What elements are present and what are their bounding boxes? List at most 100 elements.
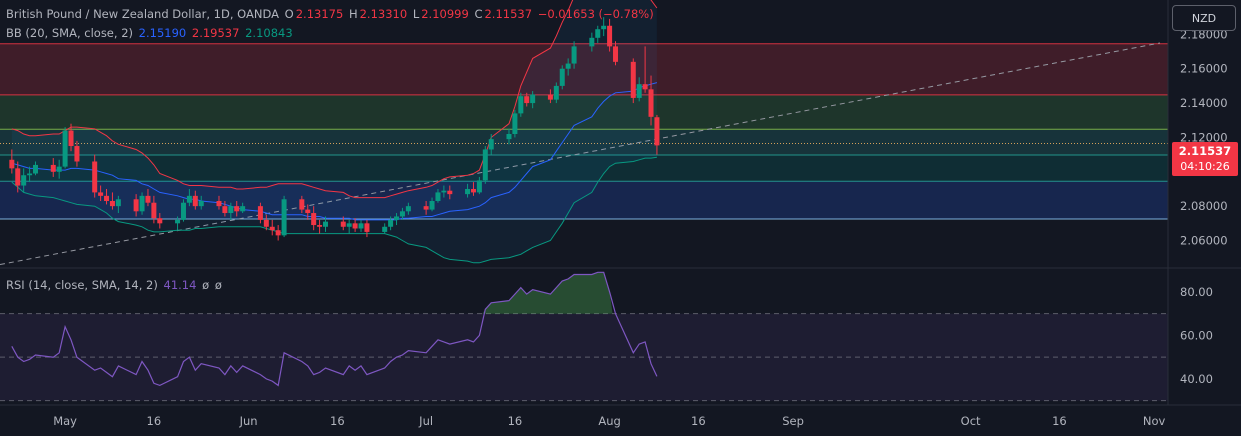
candle-body (565, 63, 571, 69)
candle (157, 213, 163, 229)
candle-body (405, 206, 411, 212)
candle (399, 207, 405, 220)
candle (234, 201, 240, 217)
candle (145, 188, 151, 207)
candle (15, 161, 21, 193)
time-tick-label: 16 (330, 414, 345, 428)
candle-body (216, 201, 222, 207)
candle (482, 146, 488, 184)
candle-body (15, 168, 21, 186)
candle-body (613, 46, 619, 62)
candle-body (68, 130, 74, 147)
candle (518, 92, 524, 117)
candle-body (506, 134, 512, 140)
candle-body (269, 226, 275, 231)
candle-body (482, 149, 488, 181)
candle-body (423, 206, 429, 210)
candle (68, 123, 74, 152)
candle (512, 109, 518, 138)
candle (524, 92, 530, 107)
price-tick-label: 2.16000 (1180, 62, 1228, 76)
rsi-value-3: ø (214, 278, 222, 292)
rsi-legend[interactable]: RSI (14, close, SMA, 14, 2) 41.14 ø ø (6, 278, 224, 292)
candle (506, 128, 512, 145)
bb-label: BB (20, SMA, close, 2) (6, 26, 133, 40)
candle (435, 188, 441, 203)
candle-body (275, 230, 281, 236)
candle-body (358, 223, 364, 229)
candle-body (33, 164, 39, 174)
candle-body (382, 226, 388, 232)
candle (470, 182, 476, 196)
candle (222, 201, 228, 217)
rsi-tick-label: 60.00 (1180, 328, 1213, 342)
rsi-tick-label: 80.00 (1180, 285, 1213, 299)
bb-legend[interactable]: BB (20, SMA, close, 2) 2.15190 2.19537 2… (6, 26, 295, 40)
candle-body (648, 89, 654, 117)
candle (62, 127, 68, 169)
candle (240, 202, 246, 214)
candle (630, 58, 636, 104)
candle-body (630, 61, 636, 98)
candle (595, 25, 601, 43)
rsi-overbought-fill (482, 272, 613, 314)
candle-body (192, 195, 198, 207)
candle (613, 41, 619, 66)
candle-body (470, 188, 476, 193)
time-tick-label: Oct (961, 414, 981, 428)
candle (589, 32, 595, 52)
open-label: O (284, 7, 294, 21)
candle (33, 161, 39, 176)
candle-body (524, 96, 530, 104)
candle-body (27, 173, 33, 176)
bb-basis-line (11, 82, 658, 221)
zone-0 (0, 43, 1168, 95)
candle (257, 202, 263, 224)
candle (216, 195, 222, 210)
candle-body (92, 161, 98, 193)
candle-body (133, 199, 139, 212)
candle (98, 185, 104, 201)
candle-body (364, 223, 370, 232)
bb-basis-value: 2.15190 (138, 26, 187, 40)
candle-body (50, 164, 56, 172)
candle (311, 206, 317, 231)
candle (228, 202, 234, 220)
candle-body (180, 202, 186, 220)
candle-body (157, 218, 163, 224)
time-tick-label: Sep (782, 414, 804, 428)
rsi-pane (0, 271, 1168, 402)
candle (92, 154, 98, 198)
candle-body (311, 213, 317, 226)
candle-body (62, 130, 68, 167)
candle-body (636, 84, 642, 98)
currency-badge[interactable]: NZD (1172, 5, 1236, 31)
candle (547, 89, 553, 104)
candle (364, 219, 370, 238)
candle-body (175, 219, 181, 224)
candle (50, 158, 56, 177)
candle (553, 82, 559, 104)
candle (323, 216, 329, 232)
candle-body (559, 68, 565, 86)
trendline-segment (0, 42, 1161, 266)
candle-body (234, 206, 240, 212)
zone-3 (0, 154, 1168, 182)
high-value: 2.13310 (359, 7, 408, 21)
price-tick-label: 2.14000 (1180, 96, 1228, 110)
candle (27, 166, 33, 183)
candle-body (547, 94, 553, 100)
candle (394, 213, 400, 226)
candle-body (394, 216, 400, 220)
candle-body (447, 190, 453, 195)
candle-body (589, 37, 595, 47)
candle (21, 168, 27, 193)
candle (382, 223, 388, 234)
time-tick-label: Nov (1143, 414, 1166, 428)
trendline[interactable] (0, 42, 1161, 266)
time-tick-label: Jul (418, 414, 433, 428)
candle (115, 195, 121, 214)
candle (405, 202, 411, 215)
candle (175, 216, 181, 231)
